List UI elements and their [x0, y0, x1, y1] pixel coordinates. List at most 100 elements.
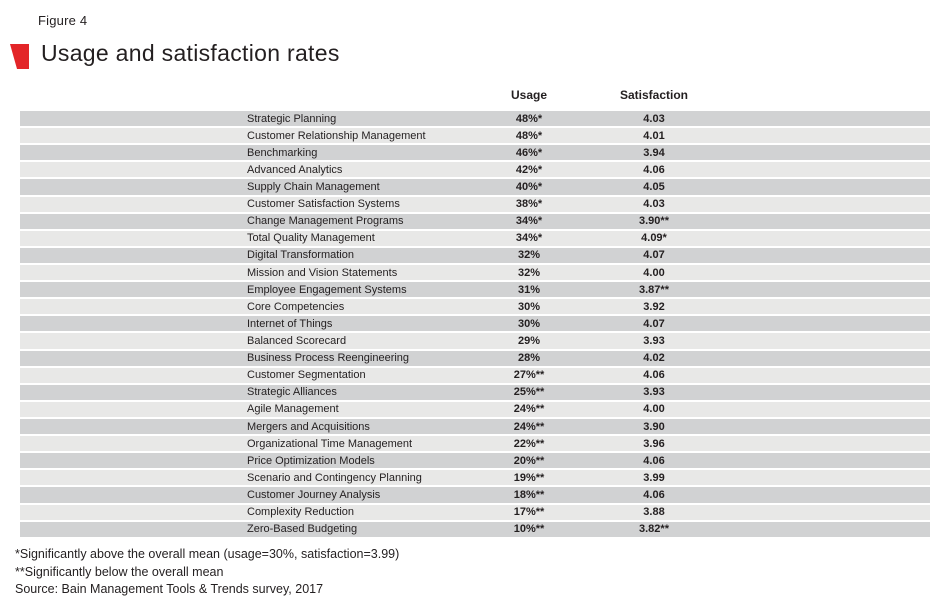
table-row: Business Process Reengineering 28% 4.02: [20, 350, 930, 368]
table-row: Change Management Programs 34%* 3.90**: [20, 213, 930, 231]
satisfaction-value-cell: 3.88: [643, 506, 665, 519]
tool-name-cell: Customer Relationship Management: [247, 129, 426, 142]
table-row: Customer Relationship Management 48%* 4.…: [20, 128, 930, 146]
usage-value-cell: 19%**: [513, 471, 545, 484]
tool-name-cell: Core Competencies: [247, 300, 345, 313]
usage-value-cell: 30%: [517, 300, 541, 313]
table-row: Customer Segmentation 27%** 4.06: [20, 367, 930, 385]
usage-value-cell: 40%*: [515, 180, 543, 193]
table-row: Total Quality Management 34%* 4.09*: [20, 230, 930, 248]
table-row: Scenario and Contingency Planning 19%** …: [20, 470, 930, 488]
tool-name-cell: Agile Management: [247, 403, 339, 416]
satisfaction-value-cell: 4.07: [643, 249, 665, 262]
tool-name-cell: Advanced Analytics: [247, 163, 343, 176]
table-row: Internet of Things 30% 4.07: [20, 316, 930, 334]
table-row: Strategic Alliances 25%** 3.93: [20, 384, 930, 402]
table-row: Strategic Planning 48%* 4.03: [20, 111, 930, 129]
tool-name-cell: Price Optimization Models: [247, 454, 375, 467]
table-row: Complexity Reduction 17%** 3.88: [20, 504, 930, 522]
tool-name-cell: Supply Chain Management: [247, 180, 380, 193]
tool-name-cell: Balanced Scorecard: [247, 334, 347, 347]
table-row: Digital Transformation 32% 4.07: [20, 247, 930, 265]
table-row: Zero-Based Budgeting 10%** 3.82**: [20, 521, 930, 539]
satisfaction-value-cell: 4.05: [643, 180, 665, 193]
satisfaction-value-cell: 3.96: [643, 437, 665, 450]
satisfaction-value-cell: 4.07: [643, 317, 665, 330]
usage-value-cell: 48%*: [515, 129, 543, 142]
satisfaction-value-cell: 3.93: [643, 386, 665, 399]
usage-value-cell: 22%**: [513, 437, 545, 450]
table-row: Mission and Vision Statements 32% 4.00: [20, 264, 930, 283]
usage-value-cell: 30%: [517, 317, 541, 330]
usage-column-header: Usage: [510, 88, 548, 102]
table-row: Employee Engagement Systems 31% 3.87**: [20, 282, 930, 300]
tool-name-cell: Change Management Programs: [247, 215, 404, 228]
satisfaction-value-cell: 4.06: [643, 454, 665, 467]
tool-name-cell: Scenario and Contingency Planning: [247, 471, 422, 484]
satisfaction-value-cell: 3.90**: [639, 215, 669, 228]
usage-value-cell: 18%**: [513, 488, 545, 501]
satisfaction-value-cell: 4.01: [643, 129, 665, 142]
usage-value-cell: 29%: [517, 334, 541, 347]
satisfaction-value-cell: 3.87**: [639, 283, 669, 296]
table-body: Strategic Planning 48%* 4.03 Customer Re…: [20, 111, 930, 539]
satisfaction-value-cell: 3.82**: [639, 523, 669, 536]
satisfaction-value-cell: 4.00: [643, 403, 665, 416]
tool-name-cell: Digital Transformation: [247, 249, 354, 262]
table-row: Balanced Scorecard 29% 3.93: [20, 333, 930, 351]
usage-value-cell: 38%*: [515, 198, 543, 211]
table-row: Core Competencies 30% 3.92: [20, 299, 930, 317]
usage-value-cell: 32%: [517, 249, 541, 262]
tool-name-cell: Customer Journey Analysis: [247, 488, 381, 501]
usage-value-cell: 42%*: [515, 163, 543, 176]
satisfaction-value-cell: 3.99: [643, 471, 665, 484]
tool-name-cell: Customer Satisfaction Systems: [247, 198, 400, 211]
usage-value-cell: 31%: [517, 283, 541, 296]
tool-name-cell: Strategic Alliances: [247, 386, 337, 399]
usage-value-cell: 20%**: [513, 454, 545, 467]
tool-name-cell: Strategic Planning: [247, 112, 337, 125]
satisfaction-value-cell: 4.06: [643, 163, 665, 176]
usage-value-cell: 28%: [517, 352, 541, 365]
tool-name-cell: Business Process Reengineering: [247, 352, 410, 365]
figure-marker-icon: [10, 44, 29, 69]
usage-value-cell: 17%**: [513, 506, 545, 519]
tool-name-cell: Total Quality Management: [247, 232, 375, 245]
satisfaction-value-cell: 4.02: [643, 352, 665, 365]
page-title: Usage and satisfaction rates: [41, 40, 340, 66]
footnote-above-mean: *Significantly above the overall mean (u…: [15, 547, 400, 561]
table-row: Supply Chain Management 40%* 4.05: [20, 179, 930, 197]
satisfaction-value-cell: 4.03: [643, 112, 665, 125]
satisfaction-value-cell: 4.03: [643, 198, 665, 211]
usage-value-cell: 10%**: [513, 523, 545, 536]
usage-value-cell: 24%**: [513, 420, 545, 433]
tool-name-cell: Mission and Vision Statements: [247, 266, 398, 279]
table-row: Customer Satisfaction Systems 38%* 4.03: [20, 196, 930, 214]
footnotes: *Significantly above the overall mean (u…: [15, 546, 399, 599]
satisfaction-value-cell: 3.94: [643, 146, 665, 159]
usage-value-cell: 24%**: [513, 403, 545, 416]
table-row: Advanced Analytics 42%* 4.06: [20, 162, 930, 180]
satisfaction-value-cell: 4.06: [643, 488, 665, 501]
tool-name-cell: Internet of Things: [247, 317, 333, 330]
satisfaction-value-cell: 3.90: [643, 420, 665, 433]
usage-value-cell: 48%*: [515, 112, 543, 125]
tool-name-cell: Zero-Based Budgeting: [247, 523, 358, 536]
usage-value-cell: 34%*: [515, 232, 543, 245]
figure-label: Figure 4: [38, 13, 88, 28]
satisfaction-value-cell: 4.06: [643, 369, 665, 382]
column-headers: Usage Satisfaction: [20, 88, 930, 102]
usage-value-cell: 27%**: [513, 369, 545, 382]
title-row: Usage and satisfaction rates: [10, 40, 340, 69]
tool-name-cell: Organizational Time Management: [247, 437, 413, 450]
tool-name-cell: Complexity Reduction: [247, 506, 354, 519]
tool-name-cell: Employee Engagement Systems: [247, 283, 407, 296]
table-row: Organizational Time Management 22%** 3.9…: [20, 436, 930, 454]
usage-value-cell: 46%*: [515, 146, 543, 159]
satisfaction-value-cell: 3.93: [643, 334, 665, 347]
usage-value-cell: 32%: [517, 266, 541, 279]
table-row: Agile Management 24%** 4.00: [20, 401, 930, 419]
tool-name-cell: Customer Segmentation: [247, 369, 366, 382]
table-row: Price Optimization Models 20%** 4.06: [20, 453, 930, 471]
table-row: Benchmarking 46%* 3.94: [20, 145, 930, 163]
